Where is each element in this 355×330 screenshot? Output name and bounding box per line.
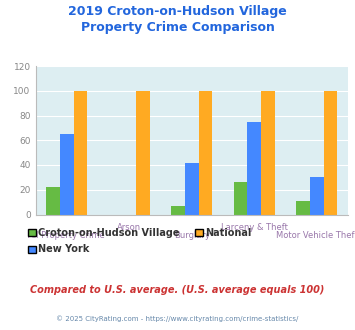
Text: All Property Crime: All Property Crime <box>28 230 105 240</box>
Text: New York: New York <box>38 244 89 254</box>
Text: Arson: Arson <box>117 222 141 232</box>
Bar <box>46 187 60 214</box>
Text: © 2025 CityRating.com - https://www.cityrating.com/crime-statistics/: © 2025 CityRating.com - https://www.city… <box>56 315 299 322</box>
Bar <box>296 201 310 214</box>
Bar <box>73 91 87 214</box>
Bar <box>171 206 185 214</box>
Text: Property Crime Comparison: Property Crime Comparison <box>81 21 274 34</box>
Text: National: National <box>205 228 251 238</box>
Text: Croton-on-Hudson Village: Croton-on-Hudson Village <box>38 228 180 238</box>
Bar <box>60 134 73 214</box>
Bar <box>261 91 275 214</box>
Bar <box>323 91 337 214</box>
Bar <box>136 91 150 214</box>
Bar <box>310 178 323 214</box>
Bar <box>234 182 247 214</box>
Text: Burglary: Burglary <box>174 230 210 240</box>
Text: Motor Vehicle Theft: Motor Vehicle Theft <box>276 230 355 240</box>
Text: 2019 Croton-on-Hudson Village: 2019 Croton-on-Hudson Village <box>68 5 287 18</box>
Bar <box>198 91 212 214</box>
Text: Compared to U.S. average. (U.S. average equals 100): Compared to U.S. average. (U.S. average … <box>30 285 325 295</box>
Text: Larceny & Theft: Larceny & Theft <box>221 222 288 232</box>
Bar <box>185 163 198 214</box>
Bar <box>247 122 261 214</box>
